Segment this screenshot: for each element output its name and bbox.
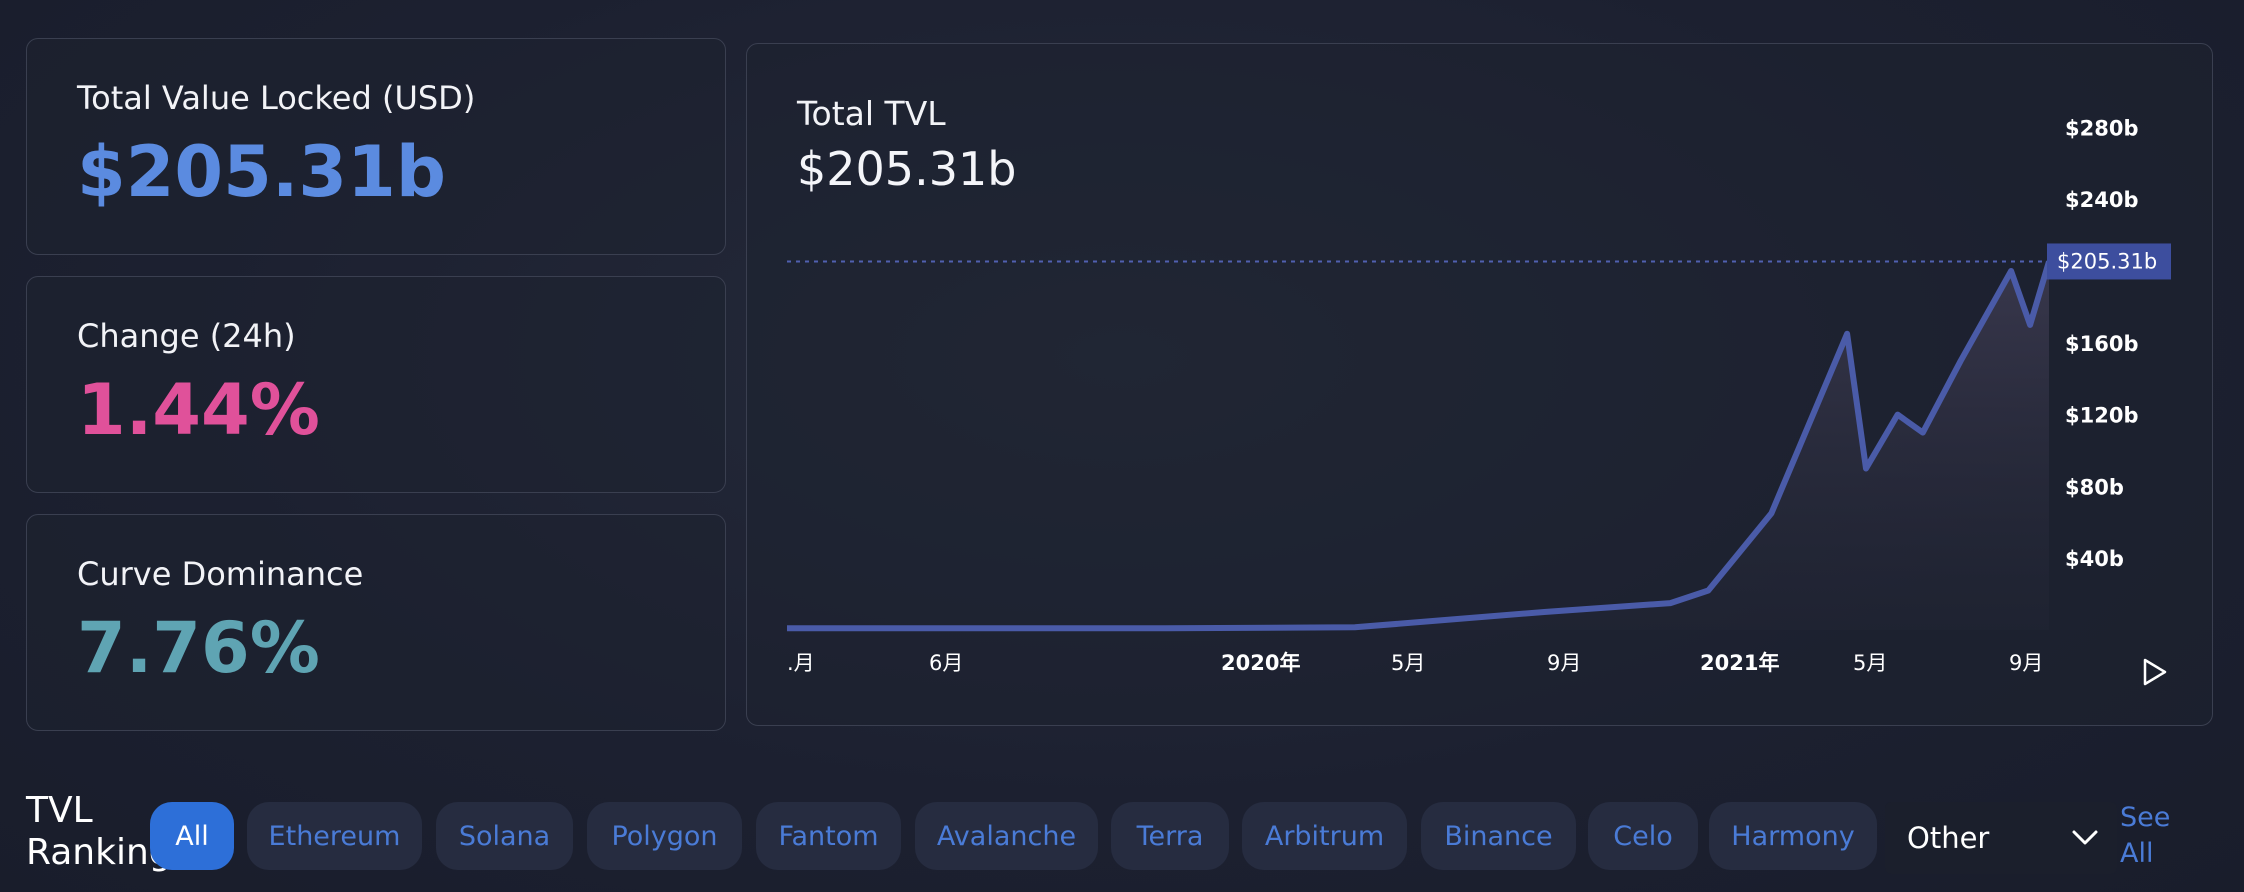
x-tick-label: 9月 <box>1547 651 1581 675</box>
x-tick-label: 2020年 <box>1221 651 1300 675</box>
stat-label: Curve Dominance <box>77 555 364 593</box>
current-value-tag: $205.31b <box>2047 243 2171 280</box>
play-icon[interactable] <box>2143 658 2167 686</box>
filter-pill-harmony[interactable]: Harmony <box>1709 802 1877 870</box>
chart-title: Total TVL <box>797 94 946 133</box>
stat-value: $205.31b <box>77 131 446 213</box>
tvl-chart[interactable]: $280b $240b $160b $120b $80b $40b .月 6月 2020年 5月… <box>747 44 2214 727</box>
filter-pill-ethereum[interactable]: Ethereum <box>247 802 422 870</box>
see-all-link[interactable]: See All <box>2120 802 2171 869</box>
other-chain-select[interactable]: Other <box>1885 802 2117 874</box>
stat-value: 7.76% <box>77 607 320 689</box>
stat-card-dominance: Curve Dominance 7.76% <box>26 514 726 731</box>
x-tick-label: 5月 <box>1391 651 1425 675</box>
stat-value: 1.44% <box>77 369 320 451</box>
stat-label: Change (24h) <box>77 317 296 355</box>
stat-label: Total Value Locked (USD) <box>77 79 476 117</box>
filter-pill-solana[interactable]: Solana <box>436 802 573 870</box>
tvl-area <box>787 261 2049 630</box>
filter-pill-all[interactable]: All <box>150 802 234 870</box>
filter-pill-arbitrum[interactable]: Arbitrum <box>1242 802 1407 870</box>
y-tick-label: $120b <box>2065 404 2138 428</box>
x-tick-label: 9月 <box>2009 651 2043 675</box>
stat-card-change: Change (24h) 1.44% <box>26 276 726 493</box>
x-tick-label: 2021年 <box>1700 651 1779 675</box>
y-tick-label: $240b <box>2065 188 2138 212</box>
x-tick-label: 6月 <box>929 651 963 675</box>
chart-card: Total TVL $205.31b $280b $240b $160b $120b $… <box>746 43 2213 726</box>
filter-pill-polygon[interactable]: Polygon <box>587 802 742 870</box>
tvl-line <box>787 260 2052 632</box>
filter-pill-fantom[interactable]: Fantom <box>756 802 901 870</box>
filter-pill-celo[interactable]: Celo <box>1588 802 1698 870</box>
stat-card-tvl: Total Value Locked (USD) $205.31b <box>26 38 726 255</box>
y-tick-label: $40b <box>2065 547 2124 571</box>
current-value-label: $205.31b <box>2057 249 2157 273</box>
filter-pill-avalanche[interactable]: Avalanche <box>915 802 1098 870</box>
chevron-down-icon <box>2072 830 2098 845</box>
y-tick-label: $160b <box>2065 332 2138 356</box>
x-tick-label: .月 <box>787 651 815 675</box>
chart-value: $205.31b <box>797 142 1017 196</box>
y-tick-label: $80b <box>2065 475 2124 499</box>
y-tick-label: $280b <box>2065 116 2138 140</box>
filter-pill-binance[interactable]: Binance <box>1421 802 1576 870</box>
select-value: Other <box>1907 821 1990 855</box>
filter-pill-terra[interactable]: Terra <box>1111 802 1229 870</box>
x-tick-label: 5月 <box>1853 651 1887 675</box>
